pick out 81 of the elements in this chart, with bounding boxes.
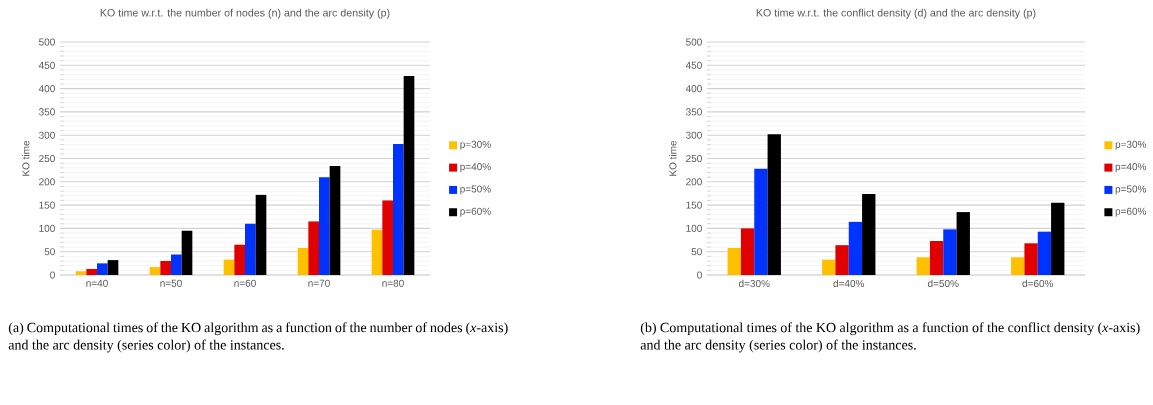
bar <box>754 168 768 275</box>
bar <box>956 212 970 275</box>
bar <box>393 144 404 275</box>
y-tick-label: 100 <box>39 224 55 232</box>
y-tick-label: 300 <box>38 131 55 139</box>
y-tick-label: 100 <box>686 224 702 232</box>
y-tick-label: 150 <box>686 201 702 209</box>
legend-label: p=50% <box>1115 185 1147 195</box>
bar <box>308 221 319 275</box>
bar <box>1051 202 1065 275</box>
bar <box>848 221 863 275</box>
bar <box>107 260 119 275</box>
chart-title: KO time w.r.t. the conflict density (d) and the arc density (p) <box>756 8 1036 19</box>
x-tick-label: n=50 <box>160 279 182 287</box>
y-tick-label: 50 <box>44 248 55 256</box>
bar <box>929 240 944 275</box>
bar <box>181 230 193 275</box>
y-tick-label: 150 <box>39 201 55 209</box>
y-tick-label: 450 <box>685 61 702 69</box>
y-tick-label: 400 <box>685 85 702 93</box>
y-tick-label: 50 <box>691 248 702 256</box>
bar <box>86 268 97 275</box>
bar <box>149 267 161 275</box>
x-tick-label: d=50% <box>927 279 959 288</box>
bar <box>234 244 245 275</box>
bar <box>371 229 383 275</box>
y-tick-label: 450 <box>38 61 55 69</box>
bar <box>319 177 330 275</box>
bar <box>171 254 182 275</box>
chart-title: KO time w.r.t. the number of nodes (n) and the arc density (p) <box>100 8 390 19</box>
y-tick-label: 250 <box>39 154 55 163</box>
y-tick-label: 0 <box>697 271 702 279</box>
bar <box>1037 231 1052 275</box>
y-tick-label: 500 <box>686 38 702 46</box>
x-tick-label: n=70 <box>308 279 330 287</box>
y-tick-label: 350 <box>38 108 55 116</box>
bar <box>1024 243 1038 275</box>
bar <box>297 247 309 275</box>
legend-label: p=30% <box>1115 140 1147 150</box>
bar <box>75 271 87 275</box>
bar <box>767 134 781 275</box>
legend-label: p=60% <box>1115 207 1147 217</box>
x-tick-label: n=80 <box>382 279 404 287</box>
y-tick-label: 400 <box>38 85 55 93</box>
bar <box>835 245 849 275</box>
x-tick-label: n=40 <box>86 279 108 287</box>
bar <box>916 257 930 275</box>
bar <box>403 76 415 275</box>
y-tick-label: 200 <box>39 178 55 186</box>
bar <box>329 165 341 275</box>
y-tick-label: 300 <box>685 131 702 139</box>
x-tick-label: d=60% <box>1022 279 1054 288</box>
bar <box>160 261 171 275</box>
text: (b) Computational times of the KO algorithm as a function of the conflict density (x-axis) and the arc density (series color) of the instances. <box>640 322 1140 353</box>
bar <box>822 259 836 275</box>
text: (a) Computational times of the KO algorithm as a function of the number of nodes (x-axis) and the arc density (series color) of the instances. <box>8 322 508 353</box>
x-tick-label: d=30% <box>738 279 770 288</box>
bar <box>245 223 256 275</box>
legend-label: p=30% <box>460 140 491 150</box>
legend-label: p=40% <box>460 163 491 173</box>
legend-label: p=40% <box>1115 163 1147 173</box>
bar <box>382 200 393 275</box>
bar <box>740 228 755 275</box>
y-tick-label: 350 <box>685 108 702 116</box>
y-axis-title: KO time <box>669 140 677 176</box>
bar <box>1011 257 1025 275</box>
legend-label: p=50% <box>460 185 491 195</box>
x-tick-label: d=40% <box>833 279 865 288</box>
y-axis-title: KO time <box>22 140 30 176</box>
y-tick-label: 500 <box>39 38 55 46</box>
bar <box>943 229 957 275</box>
legend-label: p=60% <box>460 207 491 217</box>
bar <box>255 194 267 275</box>
y-tick-label: 200 <box>686 178 702 186</box>
y-tick-label: 250 <box>686 154 702 163</box>
bar <box>862 193 876 275</box>
x-tick-label: n=60 <box>234 279 256 287</box>
bar <box>223 259 235 275</box>
bar <box>97 263 108 275</box>
y-tick-label: 0 <box>50 271 55 279</box>
bar <box>727 247 741 275</box>
